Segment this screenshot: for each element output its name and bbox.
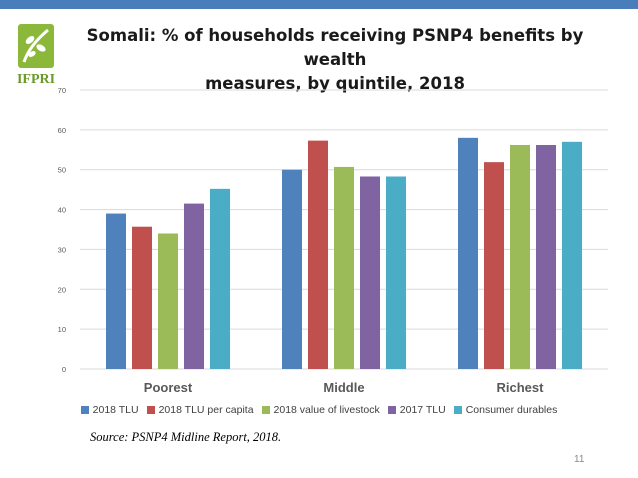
legend-item: 2018 TLU: [80, 404, 139, 416]
bar-chart: 0 10 20 30 40 50 60 70 Poorest Middle Richest: [58, 86, 608, 395]
legend-item: Consumer durables: [453, 404, 558, 416]
x-category-label: Poorest: [144, 380, 193, 395]
bar: [510, 145, 530, 369]
legend-label: 2018 TLU per capita: [158, 404, 254, 416]
legend-item: 2018 value of livestock: [261, 404, 380, 416]
bar: [158, 233, 178, 369]
legend-label: Consumer durables: [465, 404, 558, 416]
top-band: [0, 0, 638, 9]
logo-text: IFPRI: [16, 72, 56, 87]
ifpri-logo: IFPRI: [10, 22, 62, 87]
legend-item: 2018 TLU per capita: [146, 404, 254, 416]
bar: [308, 140, 328, 369]
y-tick-label: 70: [58, 86, 66, 95]
y-tick-label: 20: [58, 285, 66, 294]
page-title: Somali: % of households receiving PSNP4 …: [62, 24, 608, 96]
y-tick-label: 0: [62, 365, 66, 374]
x-category-label: Richest: [497, 380, 545, 395]
legend-label: 2018 TLU: [92, 404, 139, 416]
page-number: 11: [574, 454, 585, 465]
y-tick-label: 10: [58, 325, 66, 334]
legend-item: 2017 TLU: [387, 404, 446, 416]
bar: [184, 203, 204, 369]
chart-legend: 2018 TLU 2018 TLU per capita 2018 value of…: [0, 404, 638, 416]
bar: [484, 162, 504, 369]
bar: [458, 137, 478, 369]
title-line-1: Somali: % of households receiving PSNP4 …: [86, 26, 584, 69]
legend-swatch: [261, 406, 270, 414]
bar: [360, 176, 380, 369]
bar: [536, 145, 556, 369]
bar: [210, 188, 230, 369]
source-note: Source: PSNP4 Midline Report, 2018.: [90, 430, 282, 444]
y-tick-label: 40: [58, 206, 66, 215]
y-tick-label: 30: [58, 245, 66, 254]
y-tick-label: 50: [58, 166, 66, 175]
bar: [386, 176, 406, 369]
legend-swatch: [146, 406, 155, 414]
legend-label: 2018 value of livestock: [273, 404, 380, 416]
legend-label: 2017 TLU: [399, 404, 446, 416]
bar: [282, 169, 302, 369]
legend-swatch: [80, 406, 89, 414]
leaf-emblem-icon: [18, 24, 54, 68]
legend-swatch: [387, 406, 396, 414]
legend-swatch: [453, 406, 462, 414]
x-category-label: Middle: [323, 380, 364, 395]
title-line-2: measures, by quintile, 2018: [205, 74, 465, 93]
bar: [132, 226, 152, 369]
bar: [334, 166, 354, 369]
y-tick-label: 60: [58, 126, 66, 135]
bar: [106, 213, 126, 369]
bar: [562, 141, 582, 369]
